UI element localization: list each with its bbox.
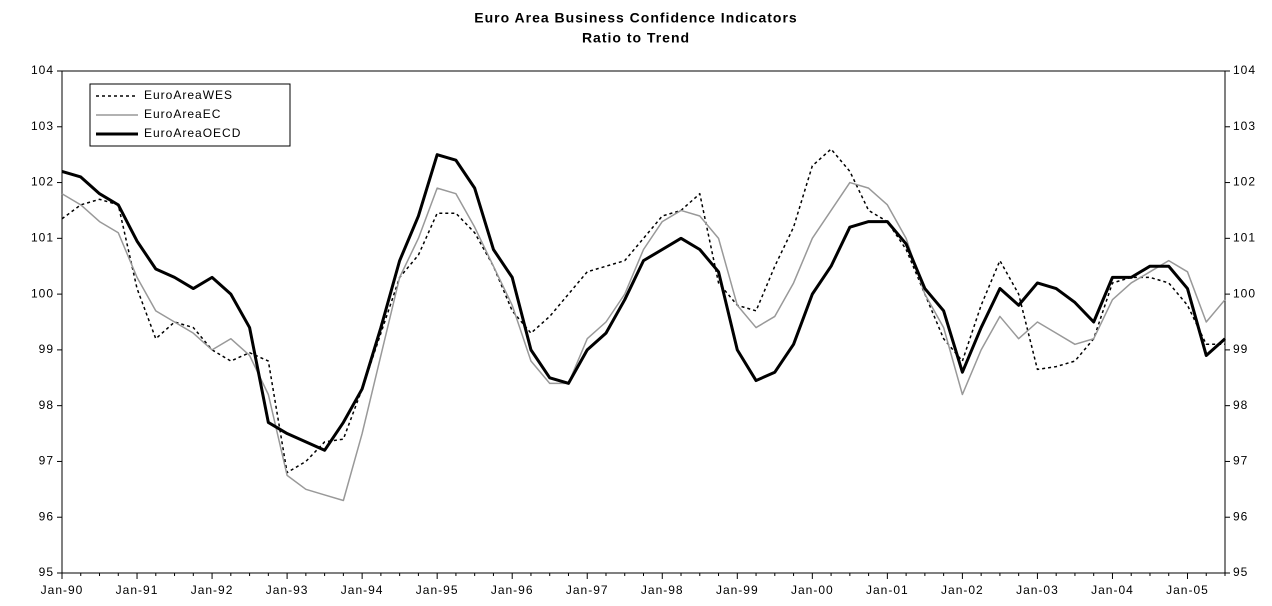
chart-title: Euro Area Business Confidence Indicators [474, 10, 797, 26]
x-tick-label: Jan-00 [791, 583, 834, 597]
series-line [61, 148, 1225, 474]
x-tick-label: Jan-94 [341, 583, 384, 597]
x-tick-label: Jan-02 [941, 583, 984, 597]
y-tick-label: 101 [31, 231, 54, 245]
y-tick-label: 104 [31, 63, 54, 77]
y-tick-label: 95 [39, 565, 54, 579]
x-tick-label: Jan-92 [191, 583, 234, 597]
series-line [61, 181, 1226, 502]
y2-tick-label: 100 [1233, 286, 1256, 300]
x-tick-label: Jan-90 [41, 583, 84, 597]
y-tick-label: 102 [31, 175, 54, 189]
y2-tick-label: 96 [1233, 509, 1248, 523]
x-tick-label: Jan-01 [866, 583, 909, 597]
x-tick-label: Jan-99 [716, 583, 759, 597]
y2-tick-label: 102 [1233, 175, 1256, 189]
x-tick-label: Jan-96 [491, 583, 534, 597]
x-tick-label: Jan-91 [116, 583, 159, 597]
y2-tick-label: 101 [1233, 231, 1256, 245]
x-tick-label: Jan-98 [641, 583, 684, 597]
legend-label: EuroAreaEC [144, 107, 221, 121]
y2-tick-label: 103 [1233, 119, 1256, 133]
y2-tick-label: 104 [1233, 63, 1256, 77]
y-tick-label: 96 [39, 509, 54, 523]
y2-tick-label: 97 [1233, 454, 1248, 468]
x-tick-label: Jan-95 [416, 583, 459, 597]
y2-tick-label: 98 [1233, 398, 1248, 412]
x-tick-label: Jan-97 [566, 583, 609, 597]
y-tick-label: 103 [31, 119, 54, 133]
x-tick-label: Jan-05 [1166, 583, 1209, 597]
x-tick-label: Jan-03 [1016, 583, 1059, 597]
legend-label: EuroAreaWES [144, 88, 233, 102]
y2-tick-label: 95 [1233, 565, 1248, 579]
legend-label: EuroAreaOECD [144, 126, 241, 140]
y-tick-label: 99 [39, 342, 54, 356]
y-tick-label: 100 [31, 286, 54, 300]
y-tick-label: 98 [39, 398, 54, 412]
series-line [61, 153, 1226, 452]
chart-subtitle: Ratio to Trend [582, 30, 690, 46]
y-tick-label: 97 [39, 454, 54, 468]
x-tick-label: Jan-93 [266, 583, 309, 597]
x-tick-label: Jan-04 [1091, 583, 1134, 597]
y2-tick-label: 99 [1233, 342, 1248, 356]
